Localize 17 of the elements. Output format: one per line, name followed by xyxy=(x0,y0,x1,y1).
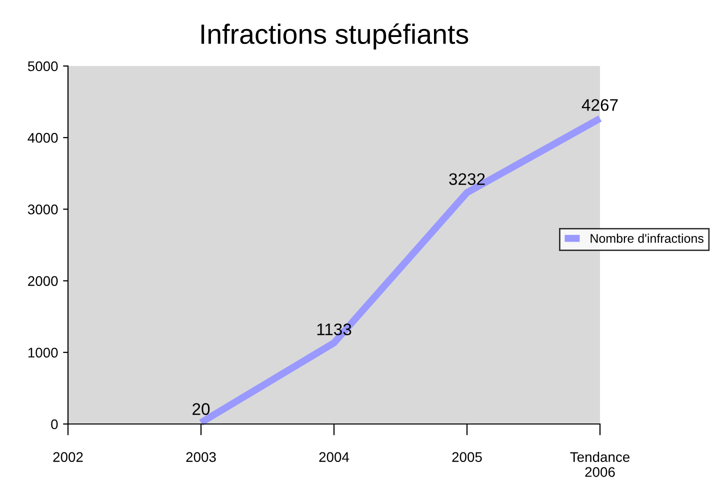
data-label: 20 xyxy=(192,403,210,415)
chart-title: Infractions stupéfiants xyxy=(201,23,468,50)
y-tick-label: 0 xyxy=(51,419,58,430)
y-tick-label: 5000 xyxy=(28,61,58,72)
x-tick-label: 2003 xyxy=(186,452,216,462)
x-tick-label: Tendance 2006 xyxy=(570,452,630,477)
y-tick-label: 1000 xyxy=(28,348,58,358)
data-label: 3232 xyxy=(449,173,485,185)
legend-label: Nombre d'infractions xyxy=(590,234,704,243)
y-tick-label: 4000 xyxy=(28,132,58,143)
x-tick-label: 2002 xyxy=(53,452,83,462)
y-tick-label: 2000 xyxy=(28,276,58,286)
x-tick-label: 2005 xyxy=(452,452,482,462)
data-label: 4267 xyxy=(582,99,618,111)
y-tick-label: 3000 xyxy=(28,204,58,214)
x-tick-label: 2004 xyxy=(319,452,350,462)
data-label: 1133 xyxy=(317,323,352,336)
